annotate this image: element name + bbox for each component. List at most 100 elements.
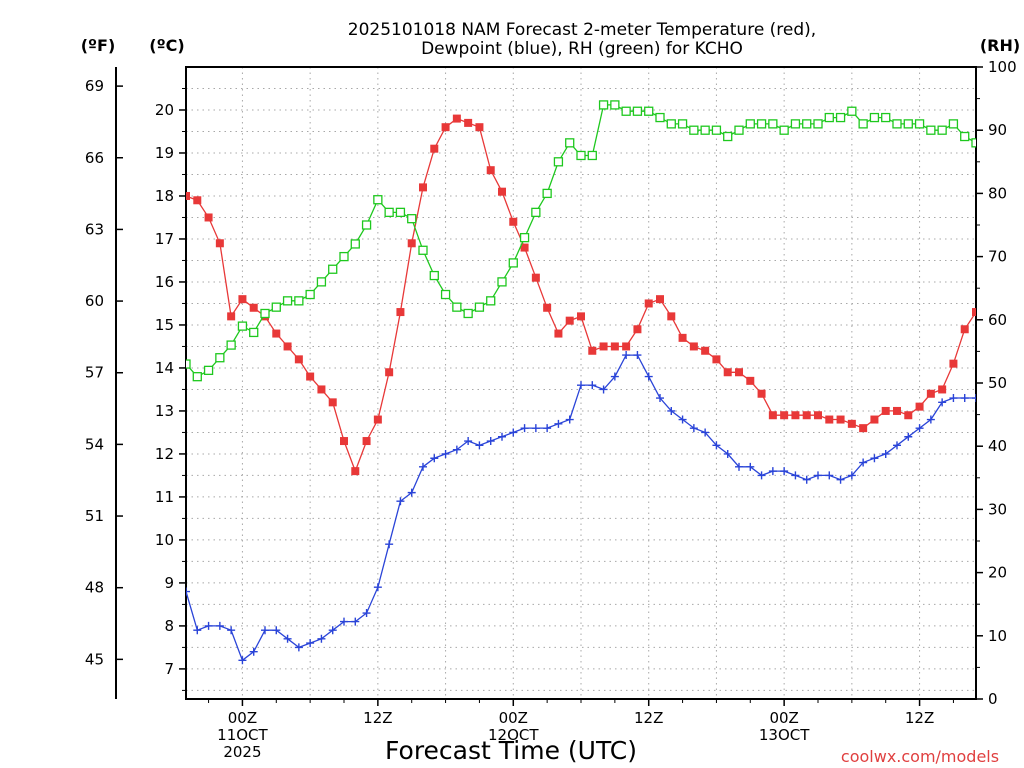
dewpoint-point	[746, 462, 755, 471]
rh-point	[531, 207, 541, 218]
celsius-tick-label: 16	[155, 273, 174, 291]
dewpoint-point	[904, 432, 913, 441]
temperature-point	[667, 312, 676, 321]
fahrenheit-tick-label: 45	[85, 650, 104, 668]
rh-point	[655, 112, 665, 123]
dewpoint-point	[193, 626, 202, 635]
rh-point	[192, 372, 202, 382]
dewpoint-point	[171, 566, 179, 574]
celsius-tick-label: 13	[155, 402, 174, 420]
rh-point	[440, 289, 451, 300]
dewpoint-point	[859, 458, 868, 467]
grid-lines	[186, 67, 976, 699]
dewpoint-point	[870, 454, 879, 463]
dewpoint-line	[186, 354, 976, 662]
rh-point	[282, 296, 293, 306]
rh-point	[486, 296, 496, 306]
rh-point	[316, 277, 327, 287]
rh-point	[452, 302, 462, 312]
time-tick-label: 12Z	[905, 709, 934, 727]
rh-point	[689, 125, 699, 135]
dewpoint-point	[610, 372, 619, 381]
celsius-tick-label: 14	[155, 359, 174, 377]
temperature-point	[768, 411, 777, 420]
chart-title-line-2: Dewpoint (blue), RH (green) for KCHO	[421, 39, 743, 59]
temperature-point	[475, 123, 484, 132]
rh-point	[542, 188, 552, 199]
rh-point	[474, 302, 485, 312]
rh-point	[644, 106, 654, 116]
temperature-point	[238, 295, 247, 304]
temperature-point	[893, 406, 901, 415]
dewpoint-point	[565, 415, 574, 424]
rh-tick-label: 80	[988, 184, 1007, 202]
dewpoint-point	[294, 643, 303, 652]
rh-point	[790, 119, 801, 129]
temperature-point	[171, 179, 179, 187]
celsius-tick-label: 17	[155, 230, 174, 248]
temperature-point	[926, 389, 935, 398]
dewpoint-point	[847, 471, 856, 480]
rh-point	[779, 125, 789, 135]
rh-point	[553, 157, 564, 167]
rh-point	[824, 112, 834, 123]
dewpoint-point	[768, 467, 777, 476]
temperature-point	[881, 406, 890, 415]
dewpoint-point	[328, 626, 337, 635]
dewpoint-point	[735, 462, 743, 471]
temperature-point	[441, 123, 450, 132]
dewpoint-point	[836, 475, 845, 484]
temperature-point	[780, 411, 789, 420]
temperature-point	[362, 437, 371, 446]
temperature-point	[340, 437, 348, 446]
fahrenheit-tick-label: 69	[85, 77, 104, 95]
rh-tick-label: 60	[988, 311, 1007, 329]
temperature-point	[644, 299, 653, 308]
temperature-point	[836, 415, 845, 424]
rh-point	[802, 119, 812, 129]
rh-point	[350, 239, 360, 249]
rh-point	[756, 119, 767, 129]
rh-tick-label: 70	[988, 248, 1007, 266]
fahrenheit-tick-label: 66	[85, 149, 104, 167]
temperature-point	[294, 355, 303, 364]
temperature-point	[960, 325, 969, 334]
temperature-point	[464, 118, 473, 127]
rh-point	[903, 119, 913, 129]
temperature-point	[972, 308, 976, 317]
temperature-point	[430, 144, 439, 153]
temperature-point	[554, 329, 563, 338]
rh-point	[361, 220, 372, 230]
rh-point	[407, 214, 417, 224]
temperature-point	[385, 368, 394, 377]
dewpoint-point	[995, 403, 1003, 411]
rh-point	[395, 207, 406, 218]
rh-point	[711, 125, 722, 135]
fahrenheit-tick-label: 54	[85, 435, 104, 453]
dewpoint-point	[1006, 411, 1014, 419]
rh-point	[429, 270, 439, 281]
rh-point	[881, 112, 891, 123]
rh-point	[215, 353, 225, 363]
dewpoint-point	[644, 372, 653, 381]
temperature-point	[599, 342, 608, 351]
dewpoint-point	[351, 617, 360, 626]
rh-point	[734, 125, 744, 135]
rh-point	[576, 150, 586, 161]
temperature-point	[396, 308, 405, 317]
temperature-point	[791, 411, 800, 420]
temperature-point	[227, 312, 236, 321]
temperature-point	[983, 295, 991, 303]
rh-point	[768, 119, 778, 129]
dewpoint-point	[689, 424, 698, 433]
dewpoint-point	[949, 394, 958, 403]
rh-point	[610, 100, 620, 110]
dewpoint-point	[227, 626, 236, 635]
dewpoint-point	[340, 617, 348, 626]
rh-point	[948, 119, 959, 129]
fahrenheit-tick-label: 60	[85, 292, 104, 310]
temperature-point	[723, 368, 732, 377]
dewpoint-point	[723, 449, 732, 458]
dewpoint-point	[419, 462, 427, 471]
rh-point	[960, 131, 970, 142]
